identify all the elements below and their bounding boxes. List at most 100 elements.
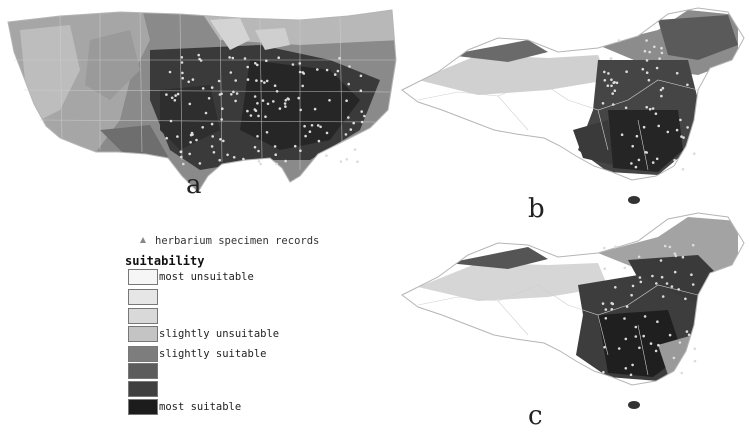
record-marker bbox=[299, 149, 302, 152]
record-marker bbox=[254, 62, 257, 65]
record-marker bbox=[265, 59, 268, 62]
map-panel-north-america: a bbox=[0, 0, 400, 210]
record-marker bbox=[651, 274, 654, 278]
record-marker bbox=[302, 72, 306, 75]
record-marker bbox=[219, 138, 222, 141]
record-marker bbox=[673, 270, 677, 274]
record-marker bbox=[643, 49, 647, 53]
record-marker bbox=[165, 93, 168, 96]
china-map-c bbox=[401, 212, 745, 409]
record-marker bbox=[180, 61, 184, 64]
record-marker bbox=[660, 46, 663, 50]
record-marker bbox=[655, 66, 659, 70]
record-marker bbox=[229, 71, 233, 74]
record-marker bbox=[277, 56, 281, 59]
record-marker bbox=[356, 160, 359, 163]
record-marker bbox=[168, 70, 172, 74]
record-marker bbox=[651, 107, 655, 110]
record-marker bbox=[347, 82, 351, 86]
record-marker bbox=[299, 108, 303, 112]
record-marker bbox=[246, 78, 250, 81]
record-marker bbox=[304, 134, 307, 138]
record-marker bbox=[273, 84, 277, 87]
panel-label-b: b bbox=[528, 194, 545, 224]
record-marker bbox=[253, 145, 257, 149]
record-marker bbox=[677, 288, 680, 291]
record-marker bbox=[257, 160, 261, 163]
record-marker bbox=[243, 57, 247, 60]
record-marker bbox=[668, 245, 672, 249]
record-marker bbox=[234, 79, 237, 82]
record-marker bbox=[614, 245, 617, 248]
record-marker bbox=[617, 347, 621, 350]
record-marker bbox=[680, 371, 683, 375]
record-marker bbox=[195, 138, 198, 142]
legend-class-label: slightly unsuitable bbox=[159, 328, 280, 340]
record-marker bbox=[635, 134, 639, 138]
record-marker bbox=[681, 255, 685, 259]
record-marker bbox=[266, 102, 270, 106]
legend-swatch bbox=[128, 363, 158, 379]
record-marker bbox=[338, 56, 341, 60]
record-marker bbox=[679, 118, 682, 122]
record-marker bbox=[347, 116, 350, 119]
record-marker bbox=[212, 151, 216, 154]
record-marker bbox=[657, 124, 660, 128]
record-marker bbox=[359, 89, 363, 92]
record-marker bbox=[675, 128, 679, 132]
record-marker bbox=[190, 131, 194, 135]
record-marker bbox=[283, 102, 287, 105]
record-marker bbox=[660, 51, 664, 55]
legend-swatch bbox=[128, 381, 158, 397]
record-marker bbox=[645, 59, 649, 62]
record-marker bbox=[610, 84, 613, 88]
record-marker bbox=[690, 273, 693, 276]
record-marker bbox=[629, 373, 633, 377]
record-marker bbox=[615, 81, 619, 85]
record-marker bbox=[660, 94, 663, 98]
record-marker bbox=[645, 71, 649, 74]
legend-class-row: slightly unsuitable bbox=[125, 326, 325, 343]
record-marker bbox=[668, 333, 672, 337]
record-marker bbox=[603, 70, 606, 74]
record-marker bbox=[265, 79, 269, 83]
record-marker bbox=[349, 128, 353, 131]
record-marker bbox=[687, 333, 691, 337]
map-panel-china-b: b bbox=[398, 0, 748, 230]
record-marker bbox=[278, 107, 282, 110]
herbarium-records-china-b bbox=[601, 39, 696, 171]
record-marker bbox=[647, 78, 651, 82]
legend-class-label: most suitable bbox=[159, 401, 242, 413]
record-marker bbox=[645, 39, 648, 42]
record-marker bbox=[614, 286, 617, 289]
record-marker bbox=[620, 133, 624, 136]
record-marker bbox=[201, 126, 204, 129]
legend-class-row: most suitable bbox=[125, 399, 325, 416]
record-marker bbox=[686, 83, 689, 87]
record-marker bbox=[665, 282, 669, 285]
record-marker bbox=[176, 92, 180, 96]
record-marker bbox=[610, 301, 613, 305]
record-marker bbox=[624, 106, 628, 110]
record-marker bbox=[659, 88, 663, 92]
record-marker bbox=[638, 276, 642, 279]
record-marker bbox=[603, 345, 606, 349]
record-marker bbox=[207, 97, 211, 100]
record-marker bbox=[674, 254, 678, 258]
record-marker bbox=[345, 158, 349, 161]
record-marker bbox=[345, 99, 348, 102]
record-marker bbox=[655, 282, 658, 285]
record-marker bbox=[255, 79, 258, 82]
record-marker bbox=[363, 114, 366, 118]
record-marker bbox=[693, 359, 697, 363]
panel-label-a: a bbox=[186, 170, 202, 200]
legend-class-label: most unsuitable bbox=[159, 271, 254, 283]
record-marker bbox=[264, 115, 267, 118]
record-marker bbox=[649, 342, 653, 345]
record-marker bbox=[179, 150, 183, 154]
record-marker bbox=[253, 95, 257, 98]
record-marker bbox=[301, 84, 305, 88]
record-marker bbox=[642, 125, 646, 129]
record-marker bbox=[660, 275, 664, 279]
record-marker bbox=[607, 72, 610, 75]
